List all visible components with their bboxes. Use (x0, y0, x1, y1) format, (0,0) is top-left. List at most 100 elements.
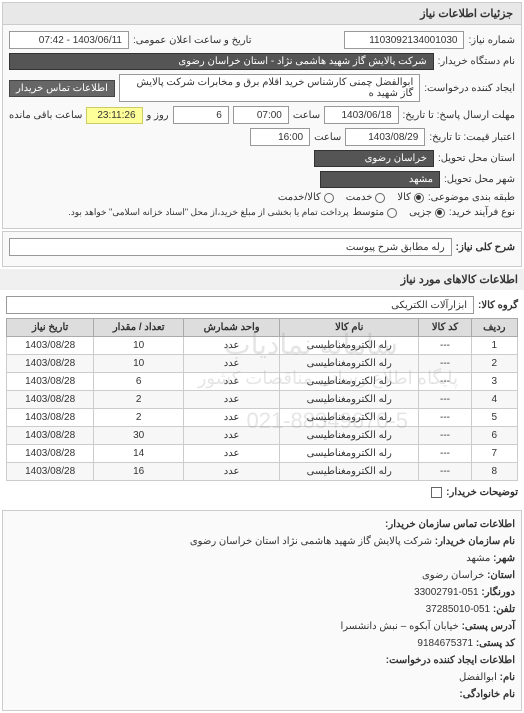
contact-postcode: 9184675371 (417, 638, 473, 649)
creator-name-label: نام: (500, 672, 515, 683)
table-cell: 1 (471, 337, 517, 355)
deadline-time-label: ساعت (293, 110, 320, 121)
category-label: طبقه بندی موضوعی: (428, 192, 515, 203)
requester-value: ابوالفضل چمنی کارشناس خرید اقلام برق و م… (119, 74, 420, 102)
radio-small-label: جزیی (409, 207, 432, 218)
process-radio-group: جزیی متوسط (353, 207, 445, 218)
table-cell: 1403/08/28 (7, 427, 94, 445)
announce-value: 1403/06/11 - 07:42 (9, 31, 129, 49)
need-no-label: شماره نیاز: (468, 35, 515, 46)
validity-date: 1403/08/29 (345, 128, 425, 146)
table-cell: عدد (184, 445, 280, 463)
remaining-time: 23:11:26 (86, 107, 142, 124)
radio-dot-icon (387, 208, 397, 218)
table-cell: عدد (184, 409, 280, 427)
contact-fax-line: دورنگار: 051-33002791 (9, 585, 515, 601)
goods-group-value: ابزارآلات الکتریکی (6, 296, 474, 314)
table-cell: 10 (94, 337, 184, 355)
table-cell: عدد (184, 337, 280, 355)
radio-medium-label: متوسط (353, 207, 384, 218)
row-city: شهر محل تحویل: مشهد (9, 171, 515, 188)
table-cell: --- (419, 391, 471, 409)
table-cell: 1403/08/28 (7, 409, 94, 427)
contact-org: شرکت پالایش گاز شهید هاشمی نژاد استان خر… (190, 536, 432, 547)
city-label: شهر محل تحویل: (444, 174, 515, 185)
radio-dot-icon (375, 193, 385, 203)
creator-surname-label: نام خانوادگی: (459, 689, 515, 700)
table-cell: 2 (471, 355, 517, 373)
contact-city: مشهد (466, 553, 490, 564)
table-cell: 1403/08/28 (7, 391, 94, 409)
creator-name-line: نام: ابوالفضل (9, 670, 515, 686)
radio-dot-icon (324, 193, 334, 203)
contact-org-label: نام سازمان خریدار: (435, 536, 515, 547)
table-row: 2---رله الکترومغناطیسیعدد101403/08/28 (7, 355, 518, 373)
goods-section-title: اطلاعات کالاهای مورد نیاز (0, 269, 524, 290)
process-label: نوع فرآیند خرید: (449, 207, 515, 218)
contact-fax: 051-33002791 (414, 587, 479, 598)
need-panel: شرح کلی نیاز: رله مطابق شرح پیوست (2, 231, 522, 267)
table-cell: 2 (94, 391, 184, 409)
validity-time-label: ساعت (314, 132, 341, 143)
contact-address: خیابان آبکوه – نبش دانشسرا (340, 621, 458, 632)
contact-province-line: استان: خراسان رضوی (9, 568, 515, 584)
row-province: استان محل تحویل: خراسان رضوی (9, 150, 515, 167)
radio-goods-service-label: کالا/خدمت (278, 192, 321, 203)
table-cell: 16 (94, 463, 184, 481)
col-unit: واحد شمارش (184, 319, 280, 337)
table-cell: عدد (184, 463, 280, 481)
remaining-days-label: روز و (147, 110, 169, 121)
radio-goods[interactable]: کالا (397, 192, 424, 203)
validity-label: اعتبار قیمت: تا تاریخ: (429, 132, 515, 143)
table-cell: --- (419, 463, 471, 481)
col-code: کد کالا (419, 319, 471, 337)
province-label: استان محل تحویل: (438, 153, 515, 164)
row-requester: ایجاد کننده درخواست: ابوالفضل چمنی کارشن… (9, 74, 515, 102)
table-cell: 4 (471, 391, 517, 409)
col-row-no: ردیف (471, 319, 517, 337)
contact-postcode-line: کد پستی: 9184675371 (9, 636, 515, 652)
table-cell: رله الکترومغناطیسی (280, 391, 419, 409)
table-cell: --- (419, 373, 471, 391)
col-name: نام کالا (280, 319, 419, 337)
deadline-label: مهلت ارسال پاسخ: تا تاریخ: (403, 110, 515, 121)
table-cell: رله الکترومغناطیسی (280, 463, 419, 481)
table-cell: --- (419, 427, 471, 445)
table-cell: 1403/08/28 (7, 445, 94, 463)
contact-city-line: شهر: مشهد (9, 551, 515, 567)
table-cell: رله الکترومغناطیسی (280, 355, 419, 373)
row-buyer-notes: توضیحات خریدار: (6, 487, 518, 498)
table-cell: --- (419, 445, 471, 463)
table-cell: عدد (184, 355, 280, 373)
table-cell: 30 (94, 427, 184, 445)
need-body: شرح کلی نیاز: رله مطابق شرح پیوست (3, 232, 521, 266)
contact-buyer-button[interactable]: اطلاعات تماس خریدار (9, 80, 115, 97)
remaining-suffix: ساعت باقی مانده (9, 110, 82, 121)
radio-small[interactable]: جزیی (409, 207, 445, 218)
table-cell: عدد (184, 373, 280, 391)
buyer-notes-checkbox[interactable] (431, 487, 442, 498)
contact-address-label: آدرس پستی: (462, 621, 515, 632)
radio-dot-icon (414, 193, 424, 203)
table-cell: 1403/08/28 (7, 373, 94, 391)
table-header-row: ردیف کد کالا نام کالا واحد شمارش تعداد /… (7, 319, 518, 337)
row-overall-need: شرح کلی نیاز: رله مطابق شرح پیوست (9, 238, 515, 256)
contact-tel: 051-37285010 (426, 604, 491, 615)
validity-time: 16:00 (250, 128, 310, 146)
row-goods-group: گروه کالا: ابزارآلات الکتریکی (6, 296, 518, 314)
contact-tel-label: تلفن: (493, 604, 515, 615)
remaining-days: 6 (173, 106, 229, 124)
need-no-value: 1103092134001030 (344, 31, 464, 49)
panel-body: شماره نیاز: 1103092134001030 تاریخ و ساع… (3, 25, 521, 228)
table-cell: 14 (94, 445, 184, 463)
radio-medium[interactable]: متوسط (353, 207, 397, 218)
table-cell: 2 (94, 409, 184, 427)
panel-title: جزئیات اطلاعات نیاز (3, 3, 521, 25)
radio-service[interactable]: خدمت (346, 192, 386, 203)
row-buyer-org: نام دستگاه خریدار: شرکت پالایش گاز شهید … (9, 53, 515, 70)
table-row: 7---رله الکترومغناطیسیعدد141403/08/28 (7, 445, 518, 463)
table-cell: 10 (94, 355, 184, 373)
table-cell: 6 (94, 373, 184, 391)
table-cell: عدد (184, 427, 280, 445)
radio-goods-service[interactable]: کالا/خدمت (278, 192, 334, 203)
